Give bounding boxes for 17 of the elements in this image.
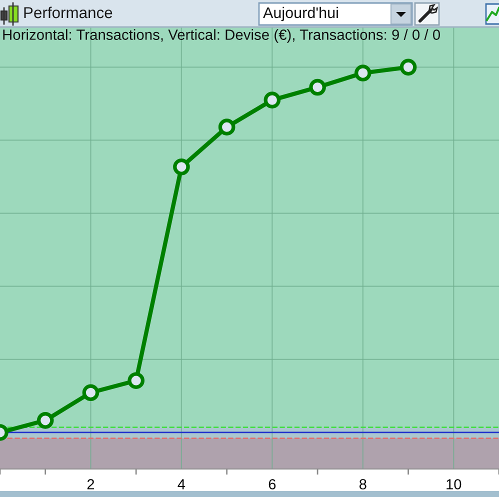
point — [309, 78, 326, 96]
point — [400, 58, 417, 76]
x-tick-label: 10 — [446, 479, 462, 490]
x-tick-label: 2 — [87, 479, 94, 490]
point — [128, 372, 144, 389]
text: Aujourd'hui — [263, 6, 338, 22]
x-tick-label: 8 — [359, 479, 366, 490]
point — [173, 158, 190, 176]
chart-subtitle: Horizontal: Transactions, Vertical: Devise (€), Transactions: 9 / 0 / 0 — [3, 29, 440, 43]
point — [354, 64, 372, 82]
point — [264, 92, 281, 108]
chart-title: Performance — [24, 6, 112, 18]
point — [82, 384, 100, 402]
point — [36, 412, 54, 429]
point — [218, 118, 236, 136]
x-tick-label: 4 — [178, 479, 186, 490]
x-tick-label: 6 — [268, 479, 276, 490]
